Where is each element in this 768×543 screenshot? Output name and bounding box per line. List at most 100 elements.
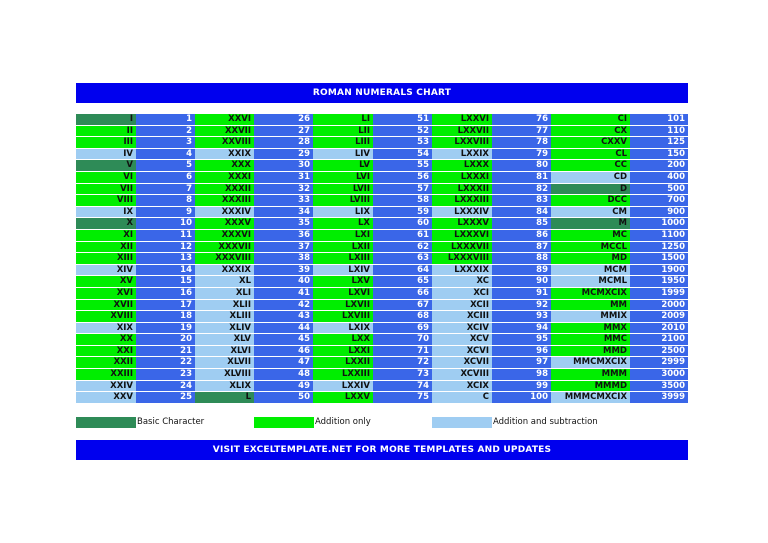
roman-numeral-cell: LXX [313, 334, 373, 345]
arabic-number-cell: 1900 [630, 264, 688, 276]
roman-numeral-cell: XXXVI [195, 229, 254, 241]
arabic-number-cell: 9 [136, 206, 195, 218]
arabic-number-cell: 74 [373, 380, 432, 392]
roman-numeral-cell: LXXVIII [432, 137, 492, 148]
arabic-number-cell: 31 [254, 171, 313, 183]
arabic-number-cell: 52 [373, 125, 432, 137]
roman-numeral-cell: XLV [195, 334, 254, 345]
roman-numeral-cell: XIV [76, 264, 136, 276]
arabic-number-cell: 62 [373, 241, 432, 253]
arabic-number-cell: 8 [136, 195, 195, 206]
arabic-number-cell: 34 [254, 206, 313, 218]
arabic-number-cell: 24 [136, 380, 195, 392]
roman-numeral-cell: M [551, 218, 630, 229]
roman-numeral-cell: MMMD [551, 380, 630, 392]
roman-numeral-cell: XCIII [432, 311, 492, 322]
roman-numeral-cell: CC [551, 160, 630, 171]
roman-numeral-cell: XVII [76, 299, 136, 311]
roman-numeral-cell: LXXIII [313, 369, 373, 380]
roman-numeral-cell: MMMCMXCIX [551, 392, 630, 403]
arabic-number-cell: 900 [630, 206, 688, 218]
arabic-number-cell: 700 [630, 195, 688, 206]
arabic-number-cell: 84 [492, 206, 551, 218]
arabic-number-cell: 22 [136, 357, 195, 369]
roman-numeral-cell: XL [195, 276, 254, 287]
arabic-number-cell: 51 [373, 114, 432, 125]
roman-numeral-cell: LXXXIX [432, 264, 492, 276]
arabic-number-cell: 3000 [630, 369, 688, 380]
roman-numeral-cell: XXIII [76, 369, 136, 380]
roman-numeral-cell: CI [551, 114, 630, 125]
roman-numeral-cell: MMC [551, 334, 630, 345]
roman-numeral-cell: CL [551, 148, 630, 160]
arabic-number-cell: 150 [630, 148, 688, 160]
arabic-number-cell: 1500 [630, 253, 688, 264]
arabic-number-cell: 61 [373, 229, 432, 241]
roman-numeral-cell: LXIII [313, 253, 373, 264]
arabic-number-cell: 37 [254, 241, 313, 253]
roman-numeral-cell: LXVIII [313, 311, 373, 322]
roman-numeral-cell: XXIX [195, 148, 254, 160]
arabic-number-cell: 86 [492, 229, 551, 241]
arabic-number-cell: 75 [373, 392, 432, 403]
roman-numeral-cell: LIII [313, 137, 373, 148]
arabic-number-cell: 90 [492, 276, 551, 287]
arabic-number-cell: 20 [136, 334, 195, 345]
roman-numeral-cell: XXXV [195, 218, 254, 229]
arabic-number-cell: 50 [254, 392, 313, 403]
roman-numeral-cell: XXXVIII [195, 253, 254, 264]
roman-numeral-cell: LXII [313, 241, 373, 253]
legend: Basic Character Addition only Addition a… [76, 417, 688, 428]
roman-numeral-cell: MD [551, 253, 630, 264]
roman-numeral-cell: LXVI [313, 287, 373, 299]
roman-numeral-cell: I [76, 114, 136, 125]
arabic-number-cell: 48 [254, 369, 313, 380]
arabic-number-cell: 72 [373, 357, 432, 369]
arabic-number-cell: 2100 [630, 334, 688, 345]
legend-label-subtraction: Addition and subtraction [493, 417, 598, 427]
roman-numeral-cell: LI [313, 114, 373, 125]
roman-numeral-cell: LXXXIV [432, 206, 492, 218]
arabic-number-cell: 93 [492, 311, 551, 322]
roman-numeral-cell: V [76, 160, 136, 171]
arabic-number-cell: 11 [136, 229, 195, 241]
arabic-number-cell: 46 [254, 345, 313, 357]
roman-numeral-cell: XXXII [195, 183, 254, 195]
arabic-number-cell: 40 [254, 276, 313, 287]
roman-numeral-cell: CX [551, 125, 630, 137]
roman-numeral-cell: XXVII [195, 125, 254, 137]
roman-numeral-cell: LXXXV [432, 218, 492, 229]
arabic-number-cell: 21 [136, 345, 195, 357]
roman-numeral-cell: MMIX [551, 311, 630, 322]
roman-numeral-cell: C [432, 392, 492, 403]
arabic-number-cell: 4 [136, 148, 195, 160]
roman-numeral-cell: XXVI [195, 114, 254, 125]
arabic-number-cell: 60 [373, 218, 432, 229]
arabic-number-cell: 12 [136, 241, 195, 253]
arabic-number-cell: 41 [254, 287, 313, 299]
arabic-number-cell: 79 [492, 148, 551, 160]
roman-numeral-cell: XI [76, 229, 136, 241]
roman-numeral-cell: LXI [313, 229, 373, 241]
arabic-number-cell: 38 [254, 253, 313, 264]
roman-numeral-cell: LXXXIII [432, 195, 492, 206]
arabic-number-cell: 27 [254, 125, 313, 137]
arabic-number-cell: 45 [254, 334, 313, 345]
footer-banner[interactable]: VISIT EXCELTEMPLATE.NET FOR MORE TEMPLAT… [76, 440, 688, 460]
roman-numeral-cell: XXVIII [195, 137, 254, 148]
arabic-number-cell: 17 [136, 299, 195, 311]
arabic-number-cell: 36 [254, 229, 313, 241]
arabic-number-cell: 58 [373, 195, 432, 206]
roman-numeral-cell: XCII [432, 299, 492, 311]
roman-numeral-cell: XCVIII [432, 369, 492, 380]
arabic-number-cell: 68 [373, 311, 432, 322]
roman-numeral-cell: LXXVII [432, 125, 492, 137]
roman-numeral-cell: MCCL [551, 241, 630, 253]
arabic-number-cell: 47 [254, 357, 313, 369]
roman-numeral-cell: XXX [195, 160, 254, 171]
arabic-number-cell: 87 [492, 241, 551, 253]
arabic-number-cell: 1950 [630, 276, 688, 287]
roman-numeral-cell: XXXIII [195, 195, 254, 206]
roman-numeral-cell: XII [76, 241, 136, 253]
roman-numeral-cell: XXXIX [195, 264, 254, 276]
